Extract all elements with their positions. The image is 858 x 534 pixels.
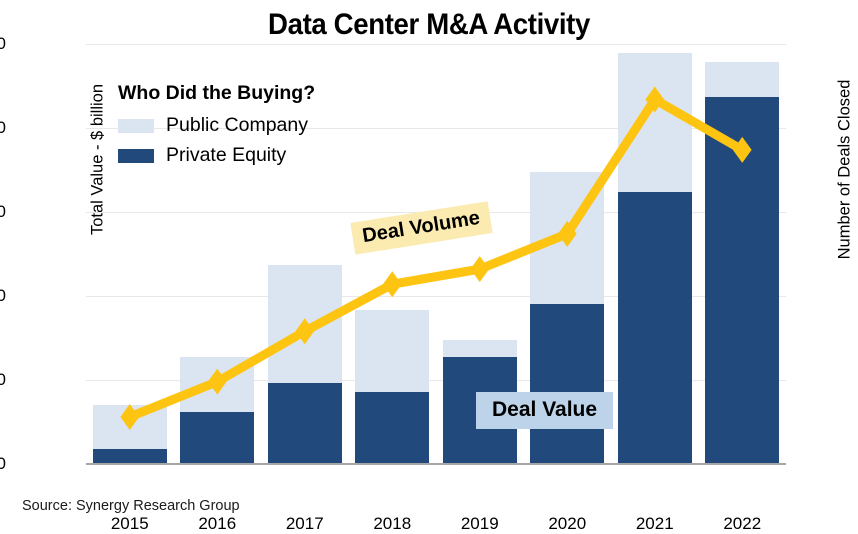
bar-segment-private-equity[interactable] (180, 411, 255, 464)
deal-volume-marker[interactable] (557, 220, 577, 247)
chart-title: Data Center M&A Activity (268, 8, 590, 41)
gridline (86, 128, 786, 129)
bar-segment-private-equity[interactable] (92, 448, 167, 464)
x-axis-tick-label: 2017 (285, 514, 324, 533)
x-axis-line (86, 463, 786, 465)
legend: Who Did the Buying? Public Company Priva… (118, 82, 315, 174)
bar-segment-public-company[interactable] (705, 61, 780, 97)
x-axis-tick-label: 2019 (460, 514, 499, 533)
x-axis-tick-label: 2021 (635, 514, 674, 533)
legend-title: Who Did the Buying? (118, 82, 316, 104)
legend-swatch-public-company (118, 118, 154, 133)
bar-segment-public-company[interactable] (617, 53, 692, 192)
bar-segment-private-equity[interactable] (355, 391, 430, 464)
legend-item-private-equity[interactable]: Private Equity (118, 144, 315, 167)
x-axis-tick-label: 2016 (198, 514, 237, 533)
right-axis-title: Number of Deals Closed (835, 79, 854, 260)
deal-volume-marker[interactable] (120, 403, 140, 430)
bar-segment-public-company[interactable] (442, 339, 517, 358)
legend-item-public-company[interactable]: Public Company (118, 114, 315, 137)
deal-volume-marker[interactable] (645, 86, 665, 113)
bar-group[interactable] (530, 171, 605, 464)
left-axis-tick-label: $0 (0, 454, 6, 473)
deal-volume-marker[interactable] (382, 271, 402, 298)
bar-segment-private-equity[interactable] (267, 383, 342, 464)
legend-label-public-company: Public Company (166, 114, 308, 136)
bar-group[interactable] (617, 53, 692, 464)
left-axis-tick-label: $20 (0, 286, 6, 305)
bar-segment-private-equity[interactable] (530, 304, 605, 464)
left-axis-tick-label: $30 (0, 202, 6, 221)
bar-segment-private-equity[interactable] (617, 191, 692, 464)
bar-group[interactable] (355, 310, 430, 464)
source-note: Source: Synergy Research Group (22, 498, 240, 514)
x-axis-tick-label: 2015 (110, 514, 149, 533)
gridline (86, 44, 786, 45)
deal-volume-polyline (128, 93, 745, 422)
deal-volume-line (120, 86, 752, 430)
bar-segment-public-company[interactable] (355, 310, 430, 392)
deal-volume-marker[interactable] (295, 318, 315, 345)
left-axis-tick-label: $40 (0, 118, 6, 137)
x-axis-tick-label: 2018 (373, 514, 412, 533)
left-axis-tick-label: $10 (0, 370, 6, 389)
legend-label-private-equity: Private Equity (166, 144, 287, 166)
left-axis-tick-label: $50 (0, 34, 6, 53)
annotation-deal-value: Deal Value (476, 392, 614, 429)
deal-volume-marker[interactable] (470, 256, 490, 283)
gridline (86, 380, 786, 381)
legend-swatch-private-equity (118, 148, 154, 163)
deal-volume-marker[interactable] (207, 368, 227, 395)
chart-container: Data Center M&A Activity Total Value - $… (0, 8, 854, 533)
x-axis-tick-label: 2022 (723, 514, 762, 533)
gridline (86, 296, 786, 297)
x-axis-tick-label: 2020 (548, 514, 587, 533)
plot-area: $00$1050$20100$30150$40200$50250 2015201… (0, 34, 786, 533)
deal-volume-marker[interactable] (732, 136, 752, 163)
bar-group[interactable] (705, 61, 780, 464)
